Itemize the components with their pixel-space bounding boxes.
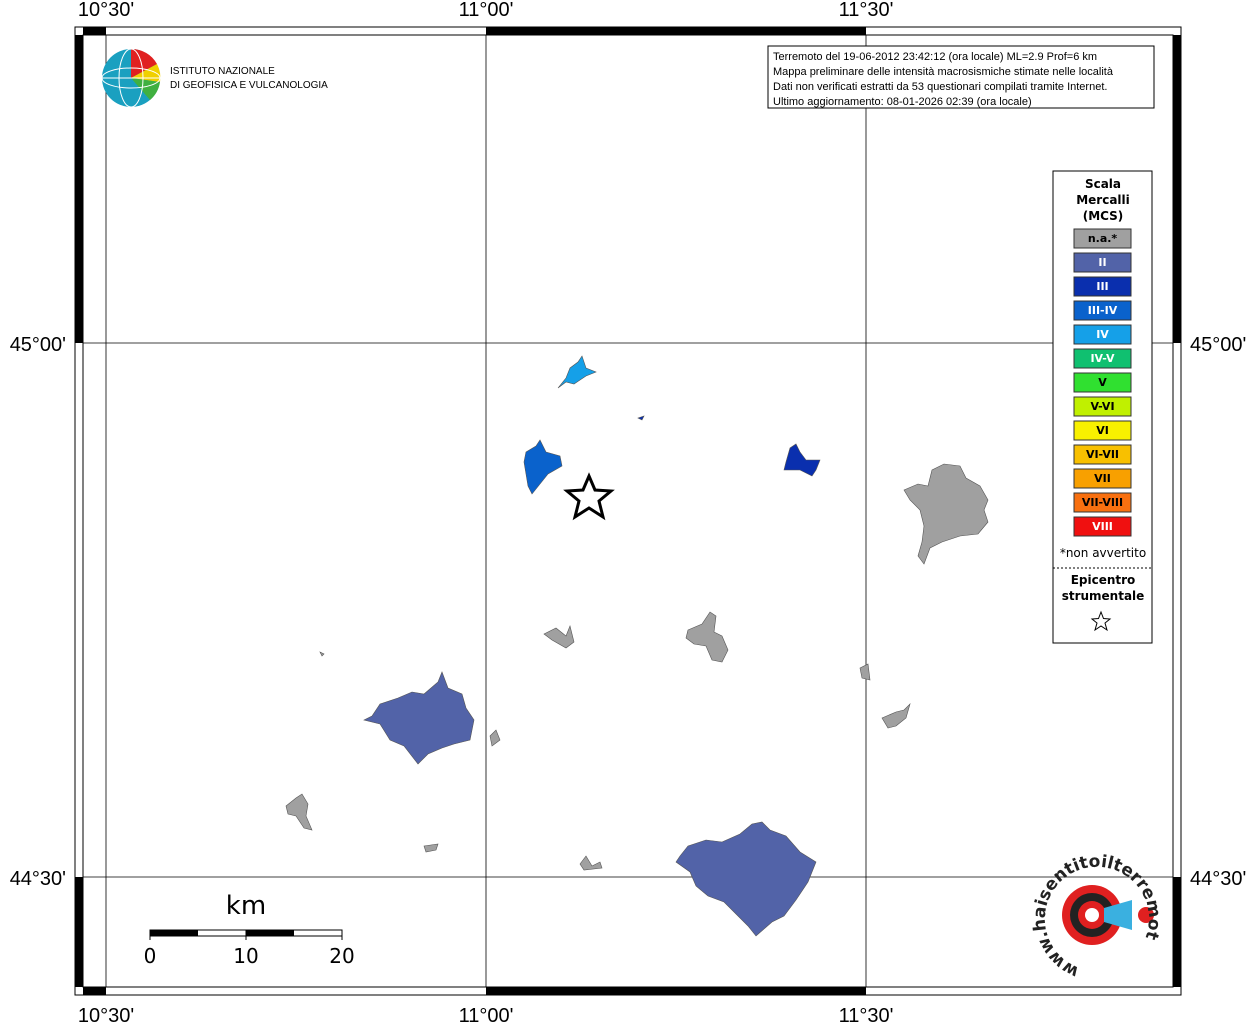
- info-line: Ultimo aggiornamento: 08-01-2026 02:39 (…: [773, 96, 1032, 108]
- legend-label: VIII: [1092, 520, 1113, 533]
- info-line: Terremoto del 19-06-2012 23:42:12 (ora l…: [773, 51, 1097, 63]
- legend-swatch: [1073, 516, 1132, 537]
- scale-unit: km: [226, 891, 266, 921]
- legend-label: III-IV: [1088, 304, 1118, 317]
- lat-label: 45°00': [10, 334, 66, 356]
- legend-label: III: [1096, 280, 1108, 293]
- legend-swatch: [1073, 228, 1132, 249]
- lon-label: 10°30': [78, 1005, 134, 1024]
- legend-swatch: [1073, 420, 1132, 441]
- lon-label: 11°00': [459, 1005, 514, 1024]
- legend-label: V: [1098, 376, 1107, 389]
- map-area: [82, 34, 1174, 988]
- legend-label: IV-V: [1090, 352, 1115, 365]
- legend-swatch: [1073, 348, 1132, 369]
- legend-title: (MCS): [1083, 209, 1124, 223]
- legend-label: VII-VIII: [1082, 496, 1123, 509]
- legend-label: V-VI: [1090, 400, 1114, 413]
- lon-label: 11°30': [839, 1005, 894, 1024]
- ingv-logo: ISTITUTO NAZIONALE DI GEOFISICA E VULCAN…: [101, 48, 328, 108]
- graticule: [83, 35, 1173, 987]
- legend-swatch: [1073, 276, 1132, 297]
- legend-label: n.a.*: [1088, 232, 1118, 245]
- legend-swatch: [1073, 468, 1132, 489]
- legend-star: [1090, 610, 1112, 632]
- logo-text: DI GEOFISICA E VULCANOLOGIA: [170, 80, 328, 91]
- scale-label: 20: [329, 944, 354, 968]
- lat-label: 45°00': [1190, 334, 1246, 356]
- info-line: Mappa preliminare delle intensità macros…: [773, 66, 1114, 78]
- scale-bar: [149, 929, 343, 940]
- legend-swatch: [1073, 444, 1132, 465]
- legend-epicenter: Epicentro: [1071, 573, 1136, 587]
- legend-swatch: [1073, 324, 1132, 345]
- legend-swatch: [1073, 396, 1132, 417]
- epicenter-star: [563, 472, 615, 521]
- legend-label: IV: [1096, 328, 1109, 341]
- legend-label: VI-VII: [1086, 448, 1119, 461]
- localities: [285, 355, 989, 937]
- legend-swatch: [1073, 252, 1132, 273]
- legend-swatch: [1073, 372, 1132, 393]
- lat-label: 44°30': [1190, 868, 1246, 890]
- logo-text: ISTITUTO NAZIONALE: [170, 66, 275, 77]
- legend-label: VII: [1094, 472, 1111, 485]
- info-box: [767, 45, 1155, 109]
- frame-bars: [75, 27, 1181, 995]
- legend-swatch: [1073, 300, 1132, 321]
- info-line: Dati non verificati estratti da 53 quest…: [773, 81, 1107, 93]
- scale-label: 10: [233, 944, 258, 968]
- legend-title: Mercalli: [1076, 193, 1130, 207]
- legend-title: Scala: [1085, 177, 1121, 191]
- legend-label: II: [1098, 256, 1106, 269]
- lat-label: 44°30': [10, 868, 66, 890]
- lon-label: 10°30': [78, 0, 134, 21]
- lon-label: 11°00': [459, 0, 514, 21]
- legend-items: n.a.*IIIIIIII-IVIVIV-VVV-VIVIVI-VIIVIIVI…: [1073, 228, 1132, 537]
- legend-swatch: [1073, 492, 1132, 513]
- lon-label: 11°30': [839, 0, 894, 21]
- scale-label: 0: [144, 944, 157, 968]
- legend-epicenter: strumentale: [1062, 589, 1145, 603]
- legend-label: VI: [1096, 424, 1109, 437]
- legend-note: *non avvertito: [1060, 546, 1146, 560]
